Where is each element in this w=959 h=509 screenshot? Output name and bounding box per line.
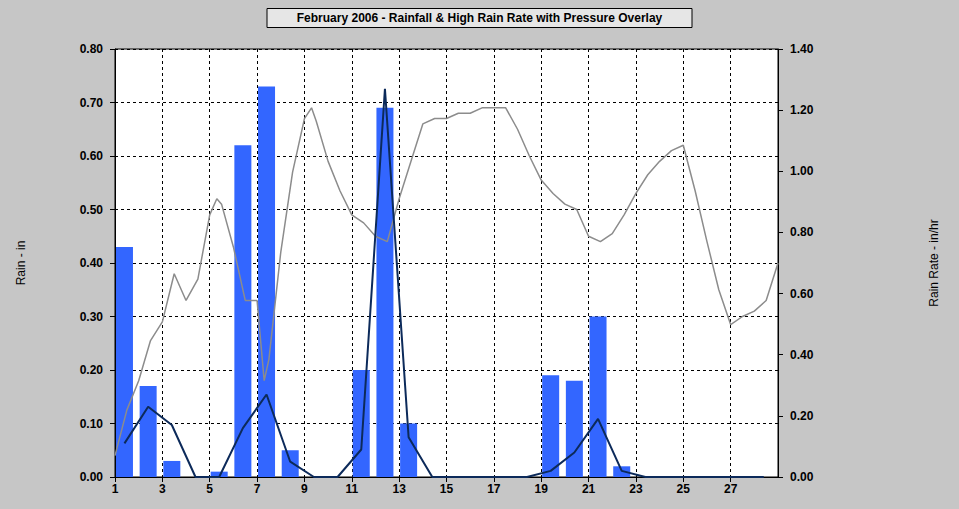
svg-text:0.60: 0.60 bbox=[80, 149, 104, 163]
svg-text:3: 3 bbox=[159, 482, 166, 496]
svg-text:0.00: 0.00 bbox=[80, 470, 104, 484]
svg-text:0.70: 0.70 bbox=[80, 96, 104, 110]
svg-text:0.40: 0.40 bbox=[80, 256, 104, 270]
svg-text:February 2006 - Rainfall & Hig: February 2006 - Rainfall & High Rain Rat… bbox=[297, 11, 663, 25]
svg-text:0.10: 0.10 bbox=[80, 417, 104, 431]
svg-text:0.30: 0.30 bbox=[80, 310, 104, 324]
svg-text:1.00: 1.00 bbox=[790, 164, 814, 178]
svg-text:9: 9 bbox=[301, 482, 308, 496]
svg-text:0.00: 0.00 bbox=[790, 470, 814, 484]
svg-text:Rain - in: Rain - in bbox=[14, 241, 28, 286]
svg-text:Rain Rate - in/hr: Rain Rate - in/hr bbox=[927, 219, 941, 306]
svg-text:27: 27 bbox=[724, 482, 738, 496]
svg-text:1: 1 bbox=[112, 482, 119, 496]
svg-text:15: 15 bbox=[440, 482, 454, 496]
svg-text:0.20: 0.20 bbox=[790, 409, 814, 423]
svg-text:0.80: 0.80 bbox=[80, 42, 104, 56]
svg-text:21: 21 bbox=[582, 482, 596, 496]
svg-text:7: 7 bbox=[254, 482, 261, 496]
svg-text:1.40: 1.40 bbox=[790, 42, 814, 56]
svg-text:0.40: 0.40 bbox=[790, 348, 814, 362]
svg-text:5: 5 bbox=[206, 482, 213, 496]
svg-text:0.20: 0.20 bbox=[80, 363, 104, 377]
svg-text:23: 23 bbox=[629, 482, 643, 496]
svg-text:11: 11 bbox=[345, 482, 358, 496]
svg-text:17: 17 bbox=[487, 482, 501, 496]
svg-text:0.50: 0.50 bbox=[80, 203, 104, 217]
svg-text:0.60: 0.60 bbox=[790, 287, 814, 301]
svg-text:25: 25 bbox=[677, 482, 691, 496]
svg-text:19: 19 bbox=[535, 482, 549, 496]
svg-text:1.20: 1.20 bbox=[790, 103, 814, 117]
svg-text:13: 13 bbox=[392, 482, 406, 496]
svg-text:0.80: 0.80 bbox=[790, 225, 814, 239]
